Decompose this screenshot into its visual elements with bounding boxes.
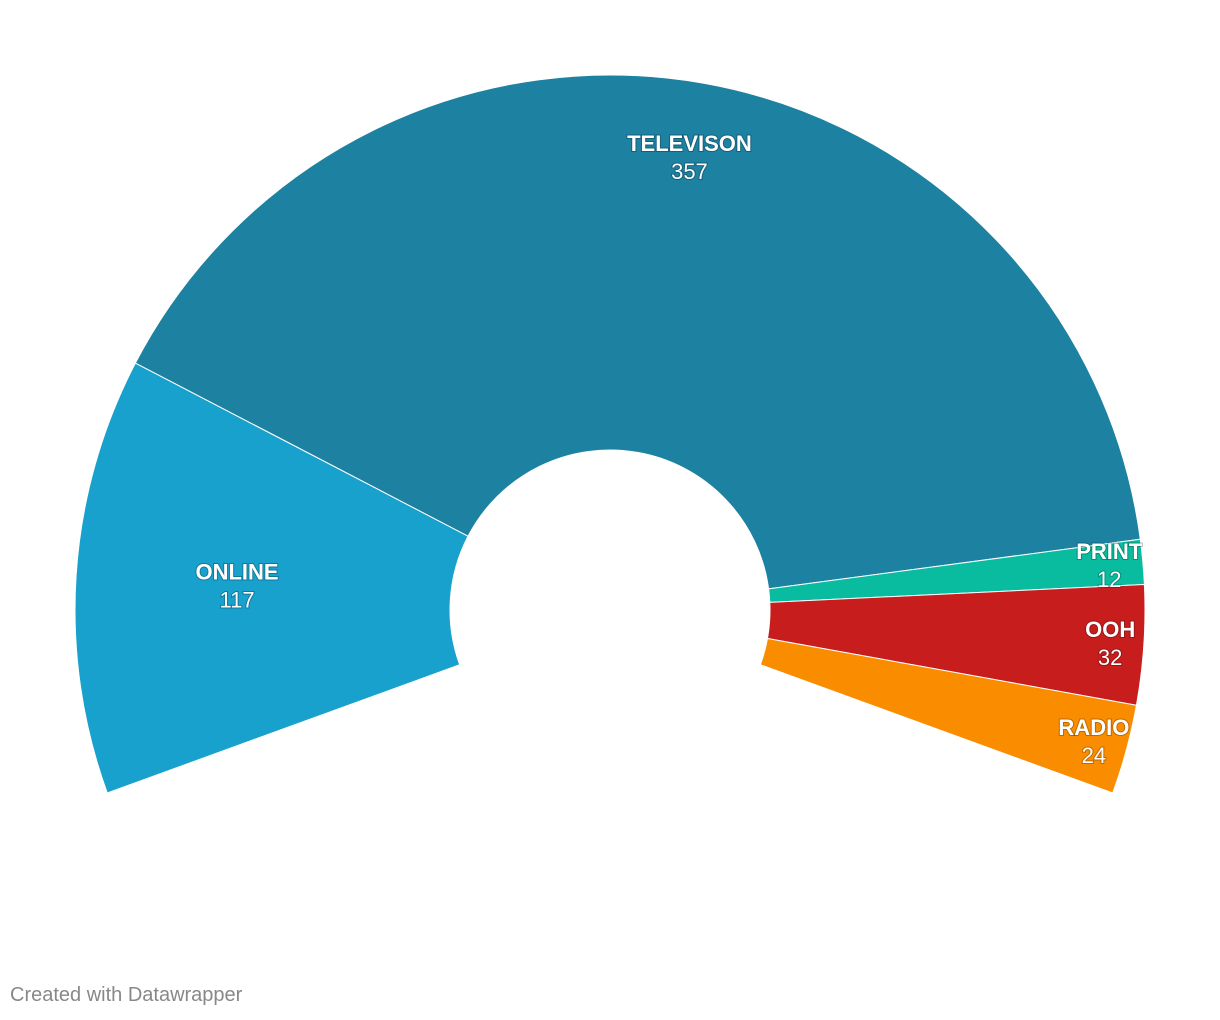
slice-value-radio: 24 — [1082, 743, 1106, 768]
slice-value-televison: 357 — [671, 159, 708, 184]
chart-labels: ONLINE 117 TELEVISON 357 PRINT 12 OOH 32 RADIO 24 — [194, 130, 1143, 769]
slice-online[interactable] — [74, 362, 469, 794]
slice-radio[interactable] — [759, 637, 1138, 794]
slice-label-radio: RADIO — [1058, 715, 1129, 740]
slice-label-ooh: OOH — [1085, 617, 1135, 642]
footer-credit[interactable]: Created with Datawrapper — [10, 984, 243, 1006]
slice-value-online: 117 — [220, 588, 255, 613]
chart-slices — [74, 74, 1146, 794]
slice-label-televison: TELEVISON — [627, 131, 752, 156]
slice-value-print: 12 — [1097, 567, 1121, 592]
slice-televison[interactable] — [134, 74, 1141, 590]
slice-label-print: PRINT — [1076, 539, 1143, 564]
slice-value-ooh: 32 — [1098, 645, 1122, 670]
slice-label-online: ONLINE — [195, 560, 278, 585]
